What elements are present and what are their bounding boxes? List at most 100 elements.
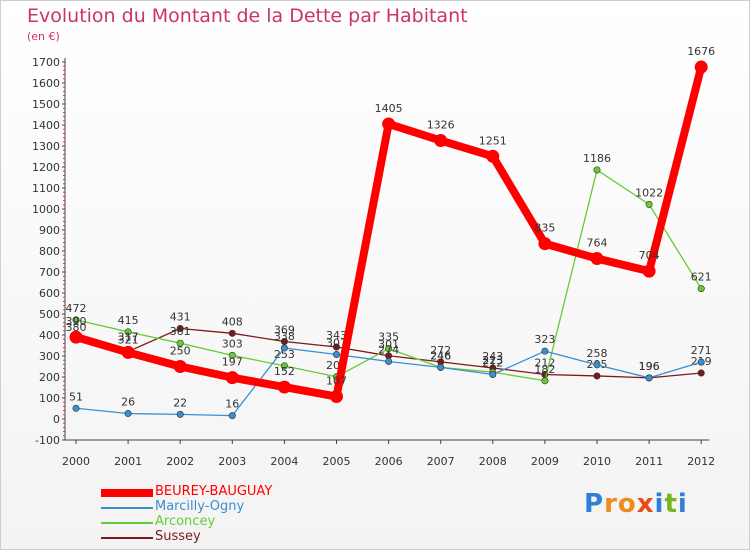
data-point-marcilly-ogny bbox=[593, 361, 601, 369]
data-label-beurey-bauguay: 1326 bbox=[427, 119, 455, 132]
data-point-sussey bbox=[228, 329, 236, 337]
x-tick-label: 2001 bbox=[114, 455, 142, 468]
data-point-beurey-bauguay bbox=[69, 330, 83, 344]
y-tick-label: 600 bbox=[39, 287, 60, 300]
data-label-marcilly-ogny: 212 bbox=[482, 356, 503, 369]
data-label-arconcey: 621 bbox=[691, 271, 712, 284]
data-label-marcilly-ogny: 22 bbox=[173, 396, 187, 409]
data-label-marcilly-ogny: 16 bbox=[225, 398, 239, 411]
data-label-marcilly-ogny: 26 bbox=[121, 396, 135, 409]
data-label-sussey: 321 bbox=[118, 334, 139, 347]
y-tick-label: 1100 bbox=[32, 182, 60, 195]
proxiti-logo: Proxiti bbox=[584, 489, 688, 519]
x-tick-label: 2000 bbox=[62, 455, 90, 468]
data-point-marcilly-ogny bbox=[124, 410, 132, 418]
data-label-beurey-bauguay: 390 bbox=[66, 315, 87, 328]
data-point-arconcey bbox=[593, 166, 601, 174]
data-point-beurey-bauguay bbox=[277, 380, 291, 394]
y-tick-label: -100 bbox=[35, 434, 60, 447]
y-tick-label: 1700 bbox=[32, 56, 60, 69]
data-point-arconcey bbox=[72, 316, 80, 324]
data-label-sussey: 301 bbox=[378, 338, 399, 351]
data-label-arconcey: 472 bbox=[66, 302, 87, 315]
x-tick-label: 2010 bbox=[583, 455, 611, 468]
data-point-marcilly-ogny bbox=[697, 358, 705, 366]
data-label-arconcey: 361 bbox=[170, 325, 191, 338]
data-label-sussey: 408 bbox=[222, 315, 243, 328]
x-tick-label: 2006 bbox=[375, 455, 403, 468]
data-label-sussey: 243 bbox=[482, 350, 503, 363]
data-label-marcilly-ogny: 338 bbox=[274, 330, 295, 343]
x-tick-label: 2008 bbox=[479, 455, 507, 468]
data-point-beurey-bauguay bbox=[486, 149, 500, 163]
y-tick-label: 500 bbox=[39, 308, 60, 321]
y-tick-label: 200 bbox=[39, 371, 60, 384]
data-label-arconcey: 223 bbox=[482, 354, 503, 367]
data-point-arconcey bbox=[124, 328, 132, 336]
data-label-beurey-bauguay: 317 bbox=[118, 330, 139, 343]
legend-swatch bbox=[101, 507, 153, 509]
data-label-sussey: 369 bbox=[274, 324, 295, 337]
data-label-beurey-bauguay: 1405 bbox=[375, 102, 403, 115]
data-point-marcilly-ogny bbox=[489, 370, 497, 378]
y-tick-label: 900 bbox=[39, 224, 60, 237]
data-label-sussey: 431 bbox=[170, 310, 191, 323]
data-point-beurey-bauguay bbox=[121, 345, 135, 359]
legend-label: Arconcey bbox=[155, 514, 216, 529]
data-label-beurey-bauguay: 197 bbox=[222, 356, 243, 369]
data-point-marcilly-ogny bbox=[541, 347, 549, 355]
data-point-arconcey bbox=[645, 200, 653, 208]
data-label-marcilly-ogny: 274 bbox=[378, 343, 399, 356]
logo-letter: o bbox=[617, 489, 637, 519]
data-point-sussey bbox=[593, 372, 601, 380]
y-tick-label: 800 bbox=[39, 245, 60, 258]
x-tick-label: 2004 bbox=[270, 455, 298, 468]
data-point-marcilly-ogny bbox=[437, 363, 445, 371]
y-tick-label: 1300 bbox=[32, 140, 60, 153]
y-tick-label: 700 bbox=[39, 266, 60, 279]
legend-label: Sussey bbox=[155, 529, 201, 544]
data-label-marcilly-ogny: 307 bbox=[326, 337, 347, 350]
data-point-marcilly-ogny bbox=[385, 357, 393, 365]
data-point-marcilly-ogny bbox=[332, 351, 340, 359]
legend-label: Marcilly-Ogny bbox=[155, 499, 245, 514]
data-label-beurey-bauguay: 764 bbox=[587, 237, 608, 250]
data-point-marcilly-ogny bbox=[645, 374, 653, 382]
data-point-beurey-bauguay bbox=[590, 252, 604, 266]
x-tick-label: 2012 bbox=[687, 455, 715, 468]
y-tick-label: 1200 bbox=[32, 161, 60, 174]
data-label-beurey-bauguay: 107 bbox=[326, 375, 347, 388]
data-point-arconcey bbox=[280, 362, 288, 370]
x-tick-label: 2005 bbox=[323, 455, 351, 468]
data-label-sussey: 196 bbox=[639, 360, 660, 373]
data-label-arconcey: 1186 bbox=[583, 152, 611, 165]
y-tick-label: 300 bbox=[39, 350, 60, 363]
data-point-beurey-bauguay bbox=[434, 134, 448, 148]
data-point-beurey-bauguay bbox=[642, 264, 656, 278]
data-label-beurey-bauguay: 835 bbox=[534, 222, 555, 235]
data-point-arconcey bbox=[176, 339, 184, 347]
data-label-marcilly-ogny: 246 bbox=[430, 349, 451, 362]
data-label-beurey-bauguay: 704 bbox=[639, 249, 660, 262]
data-point-sussey bbox=[176, 324, 184, 332]
data-label-arconcey: 246 bbox=[430, 349, 451, 362]
data-label-arconcey: 182 bbox=[534, 363, 555, 376]
data-label-arconcey: 415 bbox=[118, 314, 139, 327]
logo-letter: t bbox=[664, 489, 678, 519]
data-label-beurey-bauguay: 250 bbox=[170, 345, 191, 358]
logo-letter: x bbox=[636, 489, 655, 519]
y-tick-label: 400 bbox=[39, 329, 60, 342]
legend-label: BEUREY-BAUGUAY bbox=[155, 484, 273, 499]
y-tick-label: 1600 bbox=[32, 77, 60, 90]
chart-title: Evolution du Montant de la Dette par Hab… bbox=[27, 5, 468, 27]
data-label-marcilly-ogny: 258 bbox=[587, 347, 608, 360]
legend-swatch bbox=[101, 522, 153, 524]
data-point-beurey-bauguay bbox=[538, 237, 552, 251]
x-tick-label: 2002 bbox=[166, 455, 194, 468]
y-tick-label: 1000 bbox=[32, 203, 60, 216]
data-point-marcilly-ogny bbox=[228, 412, 236, 420]
x-tick-label: 2009 bbox=[531, 455, 559, 468]
y-axis-unit: (en €) bbox=[27, 30, 60, 43]
x-tick-label: 2011 bbox=[635, 455, 663, 468]
